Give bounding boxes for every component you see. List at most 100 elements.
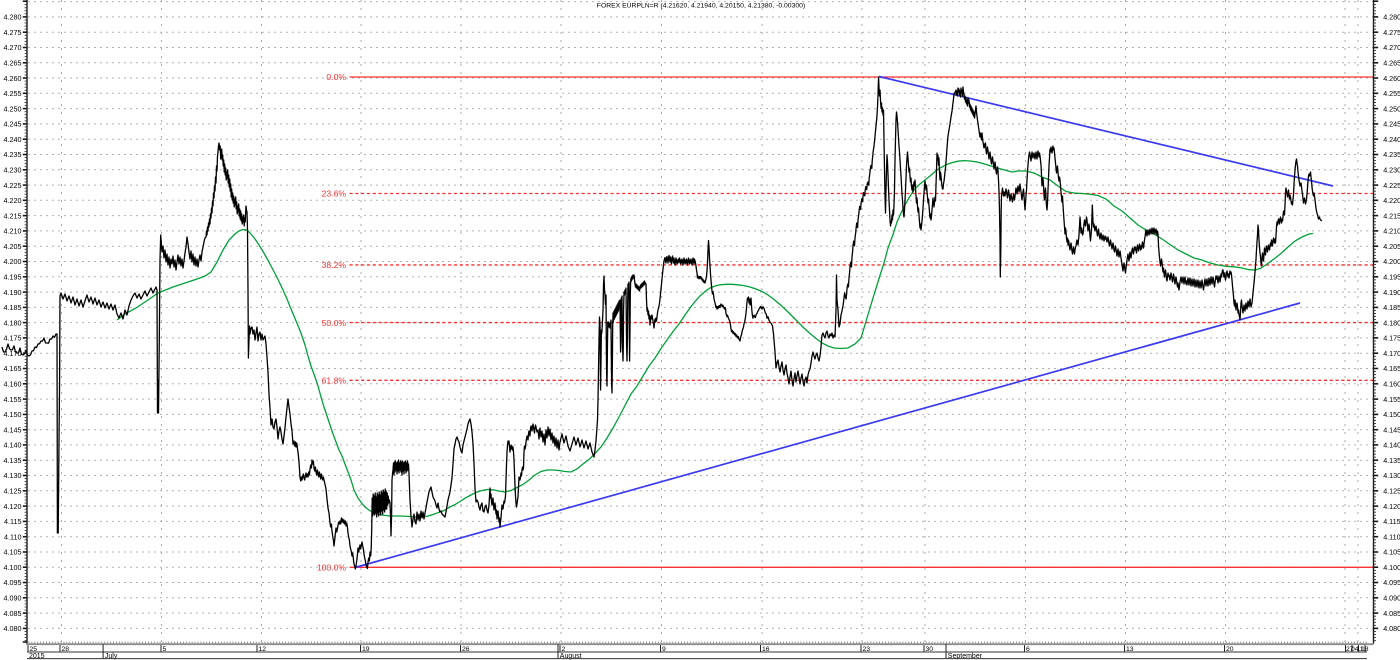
svg-text:4.160: 4.160 <box>4 380 22 389</box>
svg-text:4.230: 4.230 <box>1383 166 1400 175</box>
svg-text:4.185: 4.185 <box>1383 303 1400 312</box>
svg-text:4.175: 4.175 <box>4 334 22 343</box>
svg-text:4.210: 4.210 <box>4 227 22 236</box>
svg-text:4.275: 4.275 <box>1383 28 1400 37</box>
svg-text:September: September <box>948 653 983 660</box>
svg-text:4.235: 4.235 <box>1383 150 1400 159</box>
svg-text:4.225: 4.225 <box>1383 181 1400 190</box>
svg-text:4.080: 4.080 <box>4 624 22 633</box>
svg-text:4.175: 4.175 <box>1383 334 1400 343</box>
svg-text:4.260: 4.260 <box>1383 74 1400 83</box>
svg-text:4.145: 4.145 <box>4 425 22 434</box>
svg-text:25: 25 <box>30 646 38 653</box>
svg-text:4.165: 4.165 <box>1383 364 1400 373</box>
svg-text:4.220: 4.220 <box>1383 196 1400 205</box>
svg-text:13: 13 <box>1126 646 1134 653</box>
svg-text:9: 9 <box>662 646 666 653</box>
svg-text:4.180: 4.180 <box>4 318 22 327</box>
svg-text:4.080: 4.080 <box>1383 624 1400 633</box>
svg-text:4.215: 4.215 <box>4 211 22 220</box>
svg-text:4.165: 4.165 <box>4 364 22 373</box>
svg-text:4.200: 4.200 <box>4 257 22 266</box>
svg-text:04: 04 <box>1351 646 1359 653</box>
svg-text:12: 12 <box>259 646 267 653</box>
svg-text:18: 18 <box>1361 646 1369 653</box>
svg-text:16: 16 <box>762 646 770 653</box>
svg-text:38.2%: 38.2% <box>322 260 347 270</box>
svg-text:4.220: 4.220 <box>4 196 22 205</box>
svg-text:4.210: 4.210 <box>1383 227 1400 236</box>
svg-text:4.105: 4.105 <box>4 548 22 557</box>
svg-text:4.200: 4.200 <box>1383 257 1400 266</box>
svg-text:11: 11 <box>1357 646 1364 653</box>
svg-text:4.265: 4.265 <box>4 59 22 68</box>
svg-text:4.135: 4.135 <box>4 456 22 465</box>
svg-text:4.090: 4.090 <box>1383 594 1400 603</box>
svg-text:30: 30 <box>926 646 934 653</box>
svg-text:4.255: 4.255 <box>4 89 22 98</box>
svg-text:4.135: 4.135 <box>1383 456 1400 465</box>
svg-text:2015: 2015 <box>29 653 45 660</box>
svg-text:4.115: 4.115 <box>4 517 21 526</box>
svg-text:4.280: 4.280 <box>4 13 22 22</box>
svg-text:4.130: 4.130 <box>4 471 22 480</box>
svg-text:4.145: 4.145 <box>1383 425 1400 434</box>
svg-text:4.115: 4.115 <box>1383 517 1400 526</box>
svg-text:4.125: 4.125 <box>4 487 22 496</box>
svg-text:4.170: 4.170 <box>4 349 22 358</box>
svg-text:4.235: 4.235 <box>4 150 22 159</box>
svg-text:4.085: 4.085 <box>1383 609 1400 618</box>
svg-text:4.190: 4.190 <box>1383 288 1400 297</box>
svg-text:4.245: 4.245 <box>4 120 22 129</box>
svg-text:19: 19 <box>362 646 370 653</box>
svg-text:4.195: 4.195 <box>1383 273 1400 282</box>
svg-text:4.085: 4.085 <box>4 609 22 618</box>
svg-text:4.205: 4.205 <box>1383 242 1400 251</box>
svg-text:20: 20 <box>1226 646 1234 653</box>
svg-text:6: 6 <box>1026 646 1030 653</box>
svg-text:28: 28 <box>62 646 70 653</box>
svg-text:4.160: 4.160 <box>1383 380 1400 389</box>
svg-text:4.140: 4.140 <box>4 441 22 450</box>
svg-text:4.180: 4.180 <box>1383 318 1400 327</box>
svg-text:4.245: 4.245 <box>1383 120 1400 129</box>
svg-text:4.250: 4.250 <box>1383 104 1400 113</box>
svg-text:4.110: 4.110 <box>4 532 21 541</box>
svg-text:August: August <box>560 653 582 660</box>
svg-text:2: 2 <box>562 646 566 653</box>
svg-text:4.280: 4.280 <box>1383 13 1400 22</box>
svg-text:4.155: 4.155 <box>1383 395 1400 404</box>
svg-text:4.260: 4.260 <box>4 74 22 83</box>
svg-text:FOREX EURPLN=R (4.21620, 4.219: FOREX EURPLN=R (4.21620, 4.21940, 4.2015… <box>597 3 805 10</box>
svg-text:23: 23 <box>863 646 871 653</box>
svg-text:4.155: 4.155 <box>4 395 22 404</box>
svg-text:4.265: 4.265 <box>1383 59 1400 68</box>
svg-text:4.095: 4.095 <box>1383 578 1400 587</box>
svg-text:4.255: 4.255 <box>1383 89 1400 98</box>
svg-text:4.190: 4.190 <box>4 288 22 297</box>
svg-text:4.195: 4.195 <box>4 273 22 282</box>
svg-text:July: July <box>105 653 118 660</box>
svg-text:4.270: 4.270 <box>4 43 22 52</box>
svg-text:4.120: 4.120 <box>1383 502 1400 511</box>
svg-text:50.0%: 50.0% <box>322 318 347 328</box>
svg-text:0.0%: 0.0% <box>326 72 346 82</box>
svg-text:4.185: 4.185 <box>4 303 22 312</box>
svg-text:4.150: 4.150 <box>4 410 22 419</box>
svg-text:4.205: 4.205 <box>4 242 22 251</box>
svg-text:4.170: 4.170 <box>1383 349 1400 358</box>
svg-text:27: 27 <box>1346 646 1354 653</box>
svg-text:4.250: 4.250 <box>4 104 22 113</box>
svg-text:4.270: 4.270 <box>1383 43 1400 52</box>
svg-text:4.130: 4.130 <box>1383 471 1400 480</box>
svg-text:4.240: 4.240 <box>1383 135 1400 144</box>
svg-text:4.100: 4.100 <box>1383 563 1400 572</box>
svg-text:23.6%: 23.6% <box>322 189 347 199</box>
svg-text:26: 26 <box>462 646 470 653</box>
svg-text:4.105: 4.105 <box>1383 548 1400 557</box>
svg-text:4.090: 4.090 <box>4 594 22 603</box>
svg-text:4.125: 4.125 <box>1383 487 1400 496</box>
svg-text:4.275: 4.275 <box>4 28 22 37</box>
svg-text:100.0%: 100.0% <box>317 563 347 573</box>
svg-text:4.100: 4.100 <box>4 563 22 572</box>
